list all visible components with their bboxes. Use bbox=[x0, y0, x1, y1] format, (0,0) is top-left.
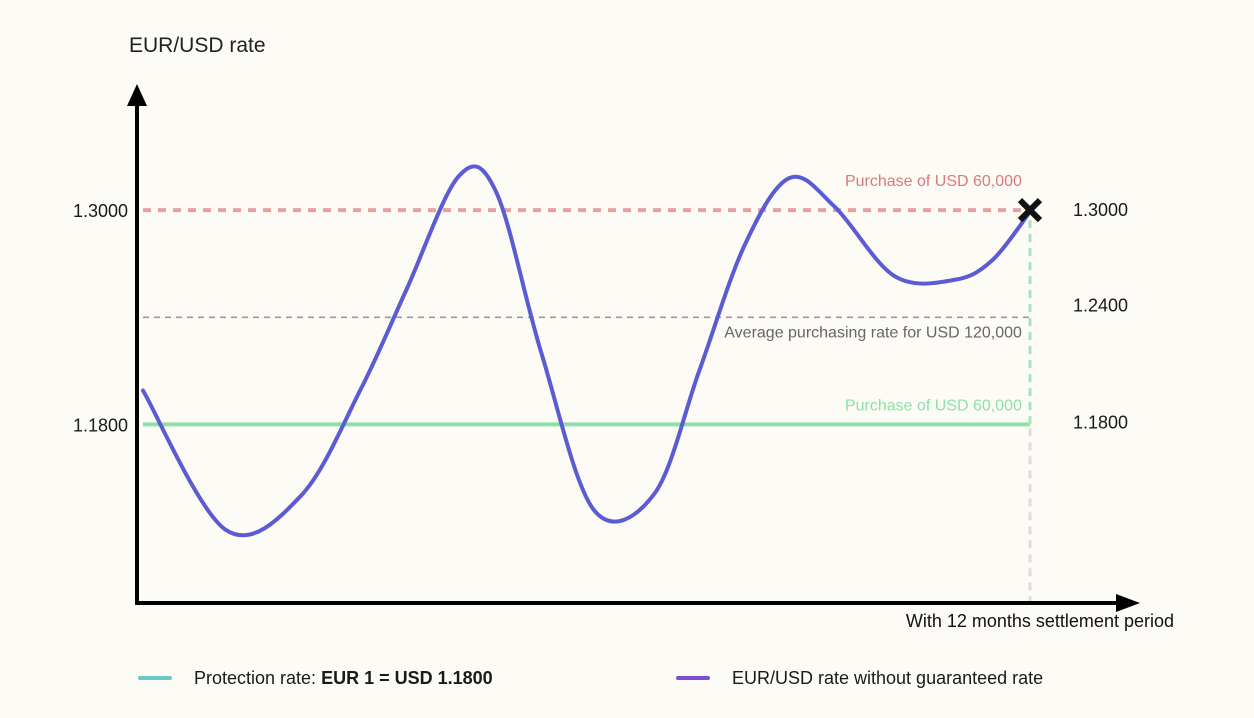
marker-x bbox=[1017, 198, 1043, 223]
x-axis-arrow bbox=[1116, 594, 1140, 612]
y-tick-right-0: 1.3000 bbox=[1073, 200, 1128, 220]
reference-label-0: Purchase of USD 60,000 bbox=[845, 173, 1022, 190]
legend-swatch-protection bbox=[138, 676, 172, 680]
x-axis-label: With 12 months settlement period bbox=[906, 611, 1174, 631]
y-tick-left-0: 1.3000 bbox=[73, 201, 128, 221]
y-axis-arrow bbox=[127, 84, 147, 106]
legend-label-protection: Protection rate: EUR 1 = USD 1.1800 bbox=[194, 667, 493, 688]
legend-spot: EUR/USD rate without guaranteed rate bbox=[676, 664, 1043, 692]
series-spot-line bbox=[141, 164, 1032, 538]
reference-label-1: Average purchasing rate for USD 120,000 bbox=[724, 324, 1022, 341]
y-tick-right-2: 1.1800 bbox=[1073, 412, 1128, 432]
y-tick-left-1: 1.1800 bbox=[73, 415, 128, 435]
legend-label-spot: EUR/USD rate without guaranteed rate bbox=[732, 667, 1044, 688]
y-axis-label: EUR/USD rate bbox=[129, 34, 266, 57]
legend-protection: Protection rate: EUR 1 = USD 1.1800 bbox=[138, 664, 493, 692]
y-tick-right-1: 1.2400 bbox=[1073, 295, 1128, 315]
reference-label-2: Purchase of USD 60,000 bbox=[845, 397, 1022, 414]
legend-swatch-spot bbox=[676, 676, 710, 680]
